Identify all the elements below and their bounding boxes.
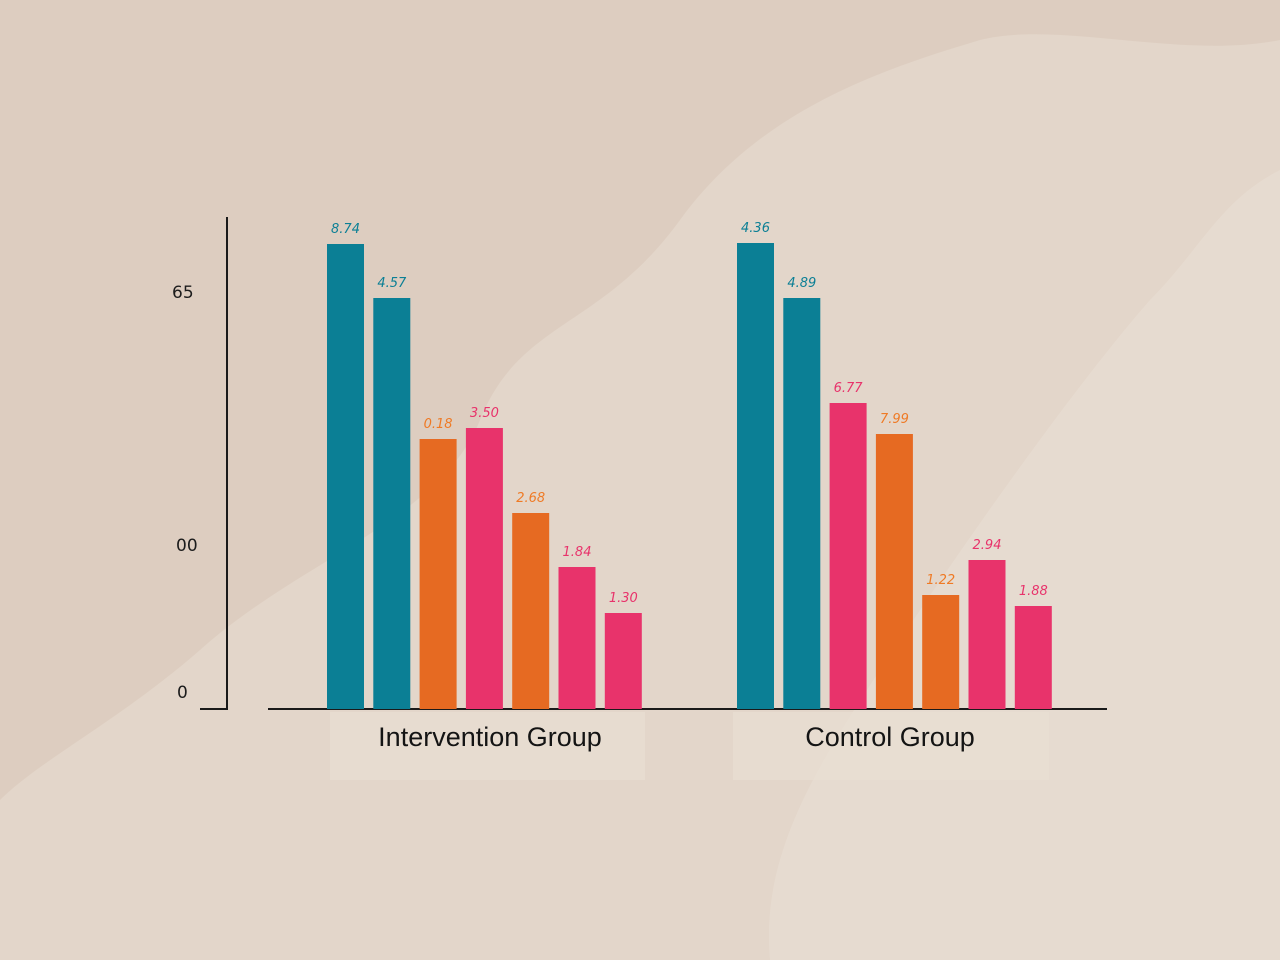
bar (604, 613, 642, 709)
bar-value-label: 7.99 (880, 412, 909, 427)
bar-value-label: 1.22 (926, 573, 955, 588)
y-tick-label: 00 (176, 536, 198, 556)
bar (922, 595, 960, 709)
group-label-control: Control Group (805, 722, 975, 752)
bar (783, 298, 821, 709)
y-tick-label: 0 (177, 683, 188, 703)
bar-value-label: 2.94 (973, 538, 1002, 553)
y-axis: 65 00 0 (172, 217, 228, 710)
bar-value-label: 1.30 (609, 591, 638, 606)
bar (558, 567, 596, 709)
bar-value-label: 1.88 (1019, 584, 1048, 599)
bar-value-label: 8.74 (331, 222, 360, 237)
bar (419, 439, 457, 709)
bar-value-label: 4.89 (787, 276, 816, 291)
data-labels: 8.74 4.57 0.18 3.50 2.68 1.84 1.30 4.36 4.89 6.77… (331, 221, 1048, 606)
bar-value-label: 4.36 (741, 221, 770, 236)
bar-value-label: 6.77 (834, 381, 864, 396)
bar (512, 513, 550, 709)
bar (875, 434, 913, 709)
bar-value-label: 2.68 (516, 491, 545, 506)
bar-value-label: 1.84 (563, 545, 592, 560)
bar (327, 244, 364, 709)
bars (327, 243, 1052, 709)
y-tick-label: 65 (172, 283, 194, 303)
bar (829, 403, 867, 709)
bar (1014, 606, 1052, 709)
bar-value-label: 4.57 (377, 276, 407, 291)
bar (465, 428, 503, 709)
bar (737, 243, 774, 709)
bar (968, 560, 1006, 709)
group-label-intervention: Intervention Group (378, 722, 602, 752)
bar-value-label: 0.18 (424, 417, 453, 432)
bar-value-label: 3.50 (470, 406, 499, 421)
bar (373, 298, 411, 709)
